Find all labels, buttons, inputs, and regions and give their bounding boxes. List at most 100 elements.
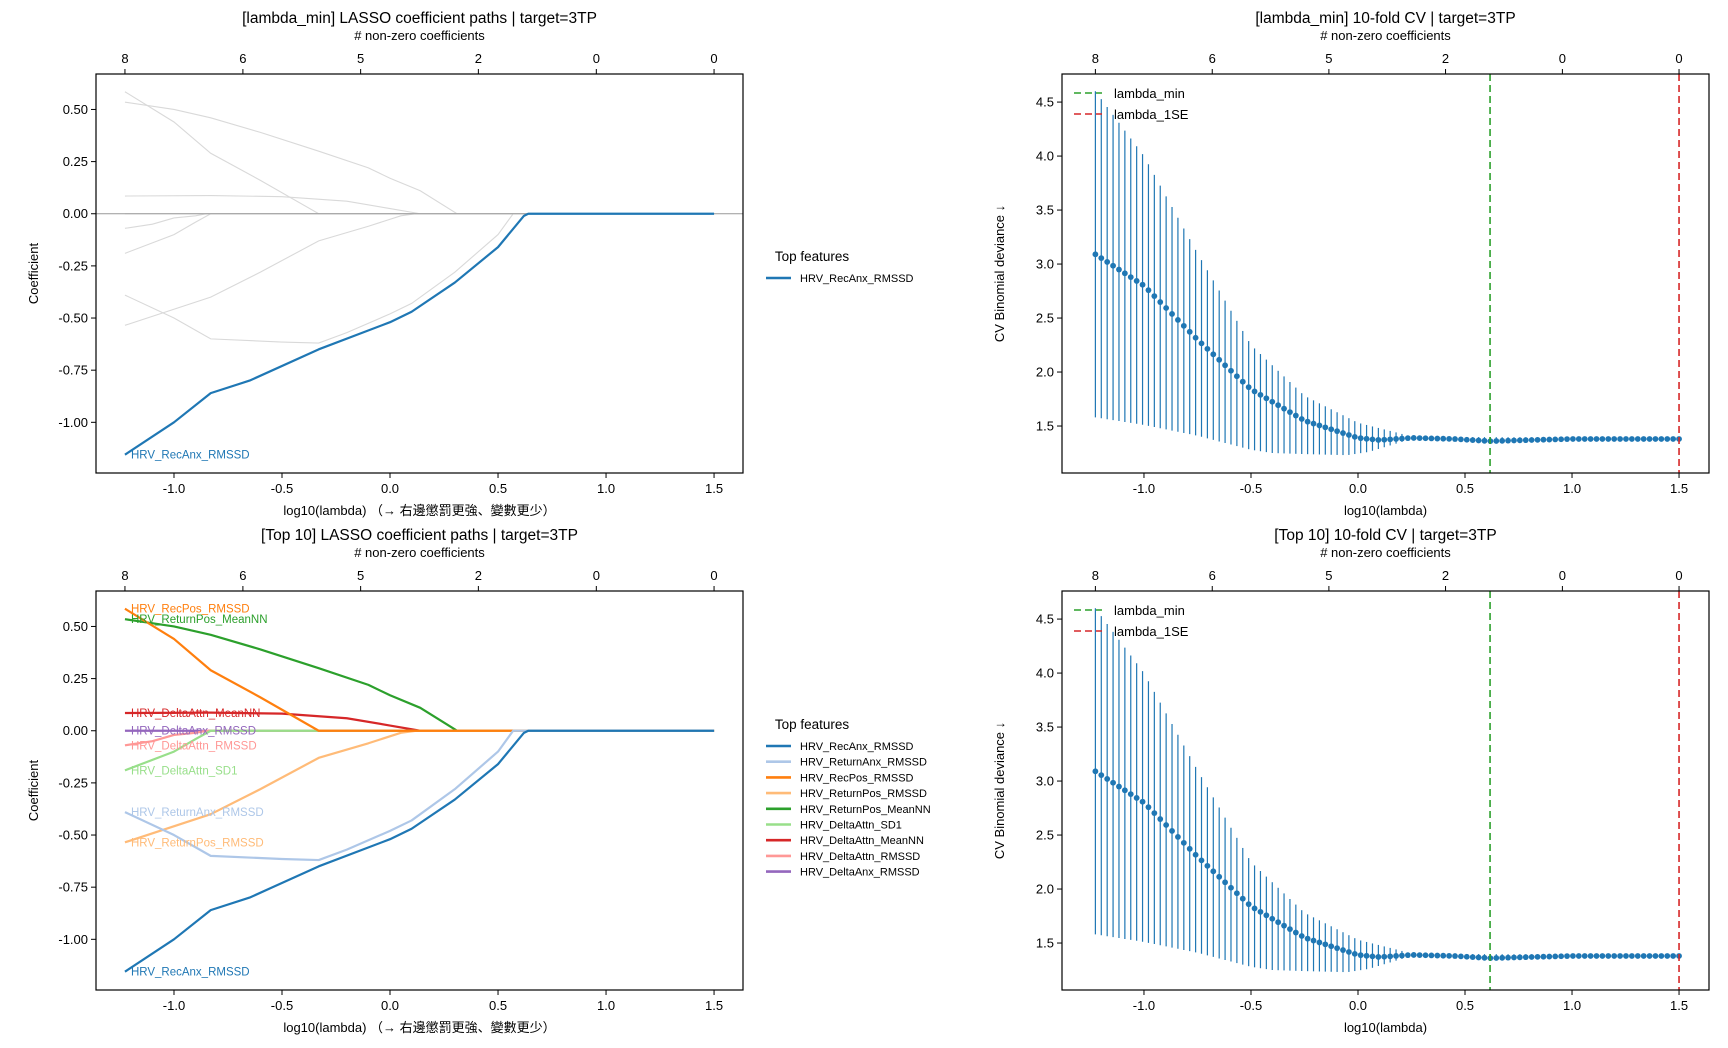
cv-mean-point <box>1357 952 1364 959</box>
y-tick-label: -0.75 <box>58 880 88 895</box>
cv-mean-point <box>1640 953 1647 959</box>
y-tick-label: 0.00 <box>63 723 88 738</box>
cv-mean-point <box>1345 949 1352 955</box>
y-tick-label: 3.5 <box>1036 203 1054 218</box>
cv-mean-point <box>1587 953 1594 959</box>
cv-mean-point <box>1287 926 1293 933</box>
top-tick-label: 6 <box>239 51 246 66</box>
cv-mean-point <box>1670 436 1677 442</box>
x-axis-label: log10(lambda) （→ 右邊懲罰更強、變數更少） <box>283 1020 555 1035</box>
y-tick-label: 2.0 <box>1036 882 1054 897</box>
cv-mean-point <box>1310 420 1317 427</box>
y-tick-label: 2.5 <box>1036 311 1054 326</box>
cv-mean-point <box>1292 929 1299 936</box>
cv-mean-point <box>1493 955 1500 961</box>
plot-area <box>1092 74 1682 473</box>
x-tick-label: 1.5 <box>1670 998 1688 1013</box>
cv-mean-point <box>1404 952 1411 959</box>
cv-mean-point <box>1422 952 1429 959</box>
plot-area <box>1092 591 1682 990</box>
top-axis-label: # non-zero coefficients <box>354 28 485 43</box>
series-label: HRV_RecAnx_RMSSD <box>131 967 250 979</box>
cv-mean-point <box>1281 922 1287 929</box>
chart-path_top10: [Top 10] LASSO coefficient paths | targe… <box>26 527 931 1035</box>
cv-mean-point <box>1381 953 1388 960</box>
cv-mean-point <box>1664 953 1671 959</box>
series-label: HRV_ReturnAnx_RMSSD <box>131 807 264 819</box>
cv-mean-point <box>1652 436 1659 442</box>
top-tick-label: 2 <box>475 51 482 66</box>
cv-mean-point <box>1369 436 1376 443</box>
cv-mean-point <box>1558 436 1565 443</box>
cv-mean-point <box>1145 287 1152 294</box>
cv-mean-point <box>1658 953 1665 959</box>
x-axis-label: log10(lambda) （→ 右邊懲罰更強、變數更少） <box>283 503 555 518</box>
x-tick-label: -1.0 <box>1133 481 1155 496</box>
cv-mean-point <box>1310 937 1317 944</box>
top-axis-label: # non-zero coefficients <box>1320 545 1451 560</box>
legend-label: lambda_1SE <box>1114 107 1189 122</box>
chart-cv_min: [lambda_min] 10-fold CV | target=3TP# no… <box>992 10 1710 518</box>
y-axis-label: CV Binomial deviance ↓ <box>992 205 1007 342</box>
cv-mean-point <box>1351 433 1358 440</box>
cv-mean-point <box>1410 435 1417 441</box>
cv-mean-point <box>1493 438 1500 444</box>
cv-mean-point <box>1440 435 1447 442</box>
x-tick-label: 0.5 <box>489 998 507 1013</box>
cv-mean-point <box>1363 952 1370 959</box>
cv-mean-point <box>1399 435 1405 442</box>
cv-mean-point <box>1611 436 1618 442</box>
legend-label: HRV_DeltaAttn_RMSSD <box>800 851 920 863</box>
cv-mean-point <box>1646 436 1653 442</box>
top-tick-label: 0 <box>710 568 717 583</box>
cv-mean-point <box>1469 437 1476 443</box>
cv-mean-point <box>1516 954 1523 961</box>
cv-mean-point <box>1110 262 1116 269</box>
legend: Top features HRV_RecAnx_RMSSD <box>766 249 914 285</box>
series-line-hrv-recpos-rmssd <box>124 607 715 732</box>
top-tick-label: 0 <box>710 51 717 66</box>
cv-mean-point <box>1428 952 1435 959</box>
cv-mean-point <box>1216 873 1223 880</box>
y-tick-label: -0.50 <box>58 311 88 326</box>
y-axis-label: CV Binomial deviance ↓ <box>992 722 1007 859</box>
cv-mean-point <box>1505 954 1511 961</box>
top-axis-label: # non-zero coefficients <box>1320 28 1451 43</box>
x-tick-label: 0.5 <box>1456 481 1474 496</box>
top-tick-label: 0 <box>1559 51 1566 66</box>
top-tick-label: 5 <box>1325 51 1332 66</box>
cv-mean-point <box>1605 436 1612 442</box>
cv-mean-point <box>1534 953 1541 960</box>
y-tick-label: 2.0 <box>1036 365 1054 380</box>
cv-mean-point <box>1287 409 1293 416</box>
cv-mean-point <box>1210 351 1217 358</box>
cv-mean-point <box>1381 436 1388 443</box>
x-axis-label: log10(lambda) <box>1344 1020 1427 1035</box>
cv-mean-point <box>1175 834 1181 840</box>
y-tick-label: -0.75 <box>58 363 88 378</box>
cv-mean-point <box>1092 251 1099 258</box>
legend: lambda_min lambda_1SE <box>1074 86 1189 122</box>
cv-mean-point <box>1198 340 1205 347</box>
cv-mean-point <box>1452 953 1458 959</box>
x-tick-label: 0.0 <box>1349 481 1367 496</box>
cv-mean-point <box>1617 436 1623 442</box>
series-label: HRV_ReturnPos_RMSSD <box>131 837 264 849</box>
cv-mean-point <box>1269 915 1276 922</box>
cv-mean-point <box>1098 255 1105 262</box>
x-tick-label: -0.5 <box>271 998 293 1013</box>
top-tick-label: 5 <box>357 51 364 66</box>
cv-mean-point <box>1469 954 1476 960</box>
y-tick-label: -0.25 <box>58 258 88 273</box>
cv-mean-point <box>1216 356 1223 363</box>
top-tick-label: 8 <box>1092 568 1099 583</box>
cv-mean-point <box>1334 428 1341 435</box>
cv-mean-point <box>1251 388 1258 395</box>
cv-mean-point <box>1127 274 1134 281</box>
cv-mean-point <box>1186 328 1193 335</box>
cv-mean-point <box>1375 437 1382 443</box>
x-tick-label: 1.5 <box>705 481 723 496</box>
series-line-hrv-deltaattn-rmssd-muted <box>124 213 715 229</box>
cv-mean-point <box>1157 299 1164 305</box>
